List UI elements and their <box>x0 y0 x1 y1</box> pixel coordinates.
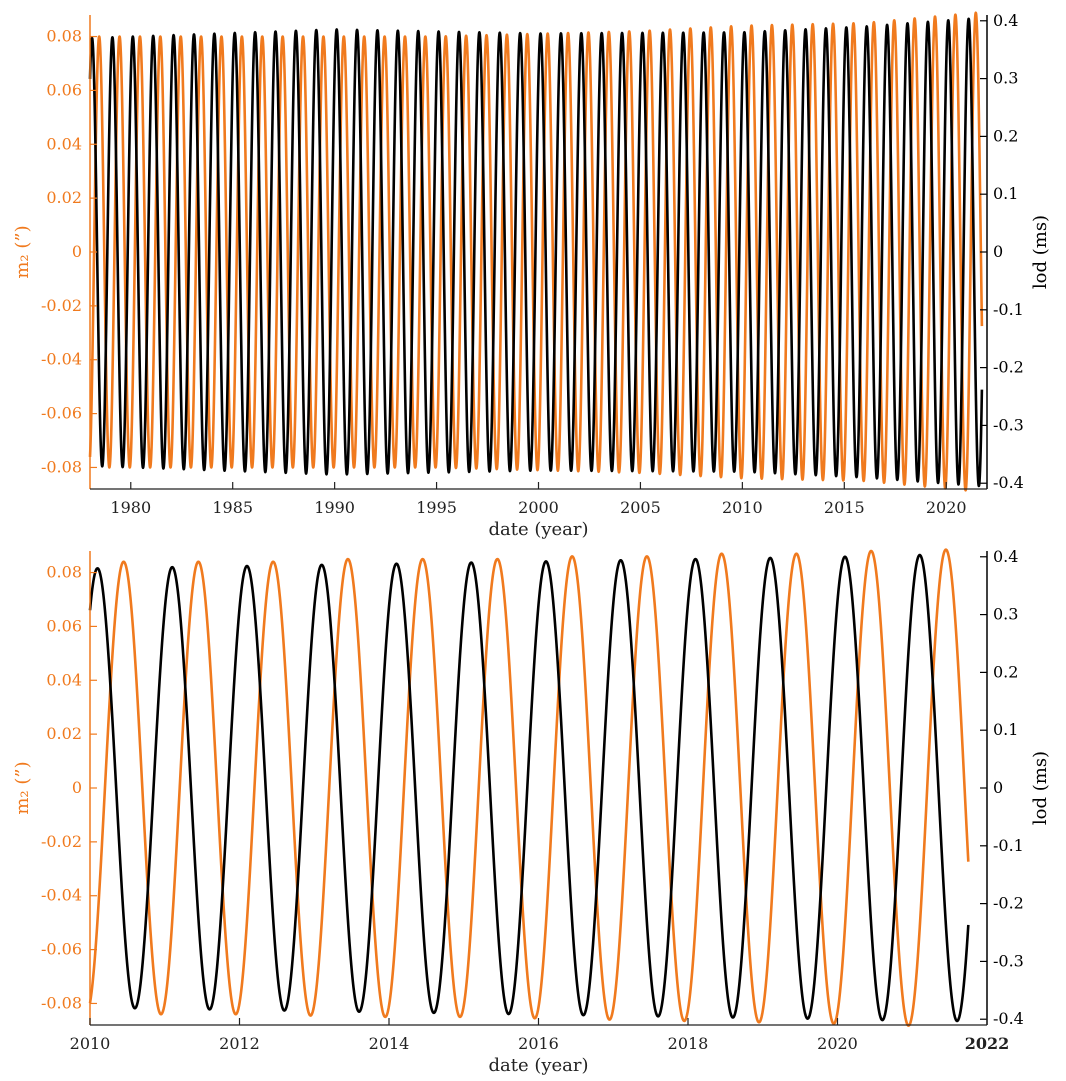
right-y-tick-label: 0.1 <box>993 720 1018 739</box>
bottom-series-m2-line <box>88 548 970 1027</box>
x-tick-label: 2014 <box>369 1034 410 1053</box>
x-tick-label: 2020 <box>817 1034 858 1053</box>
x-tick-label: 2018 <box>668 1034 709 1053</box>
bottom-panel: -0.08 -0.06 -0.04 -0.02 0 0.02 0.04 0.06 0.08 -0… <box>12 547 1051 1076</box>
left-y-tick-label: 0.06 <box>46 80 82 99</box>
x-tick-label: 2015 <box>824 498 865 517</box>
top-panel: -0.08 -0.06 -0.04 -0.02 0 0.02 0.04 0.06 0.08 -0… <box>12 11 1051 540</box>
right-y-tick-label: 0 <box>993 778 1003 797</box>
right-y-tick-label: -0.2 <box>993 358 1024 377</box>
top-series-lod-line <box>88 17 984 488</box>
right-y-tick-label: -0.3 <box>993 415 1024 434</box>
right-y-tick-label: -0.3 <box>993 951 1024 970</box>
x-tick-label: 2010 <box>722 498 763 517</box>
left-y-tick-label: 0.02 <box>46 724 82 743</box>
x-tick-label: 2022 <box>965 1034 1010 1053</box>
right-y-tick-label: 0 <box>993 242 1003 261</box>
right-y-tick-label: -0.2 <box>993 894 1024 913</box>
left-y-tick-label: -0.06 <box>41 940 82 959</box>
x-tick-label: 1995 <box>416 498 457 517</box>
bottom-right-y-axis-title: lod (ms) <box>1030 751 1051 825</box>
top-right-ticks: -0.4 -0.3 -0.2 -0.1 0 0.1 0.2 0.3 0.4 <box>980 11 1024 492</box>
x-tick-label: 2000 <box>518 498 559 517</box>
right-y-tick-label: 0.2 <box>993 662 1018 681</box>
left-y-tick-label: -0.08 <box>41 457 82 476</box>
right-y-tick-label: 0.2 <box>993 126 1018 145</box>
x-tick-label: 2012 <box>219 1034 260 1053</box>
top-series-layer <box>88 11 984 492</box>
left-y-tick-label: -0.04 <box>41 886 82 905</box>
left-y-tick-label: 0 <box>72 242 82 261</box>
top-x-axis-title: date (year) <box>488 519 588 540</box>
right-y-tick-label: 0.4 <box>993 11 1018 30</box>
top-x-ticks: 1980 1985 1990 1995 2000 2005 2010 2015 2020 <box>110 482 967 517</box>
left-y-tick-label: 0.02 <box>46 188 82 207</box>
right-y-tick-label: -0.1 <box>993 836 1024 855</box>
left-y-tick-label: -0.02 <box>41 296 82 315</box>
left-y-tick-label: 0.08 <box>46 563 82 582</box>
x-tick-label: 1980 <box>110 498 151 517</box>
bottom-left-y-axis-title: m₂ (”) <box>12 761 33 814</box>
left-y-tick-label: 0.04 <box>46 670 82 689</box>
right-y-tick-label: -0.1 <box>993 300 1024 319</box>
left-y-tick-label: -0.02 <box>41 832 82 851</box>
top-right-y-axis-title: lod (ms) <box>1030 215 1051 289</box>
top-left-ticks: -0.08 -0.06 -0.04 -0.02 0 0.02 0.04 0.06 0.08 <box>41 27 97 476</box>
right-y-tick-label: -0.4 <box>993 1009 1024 1028</box>
x-tick-label: 1985 <box>212 498 253 517</box>
bottom-x-ticks: 2010 2012 2014 2016 2018 2020 2022 <box>70 1018 1010 1053</box>
bottom-left-ticks: -0.08 -0.06 -0.04 -0.02 0 0.02 0.04 0.06 0.08 <box>41 563 97 1012</box>
left-y-tick-label: 0 <box>72 778 82 797</box>
left-y-tick-label: -0.06 <box>41 404 82 423</box>
right-y-tick-label: -0.4 <box>993 473 1024 492</box>
left-y-tick-label: 0.08 <box>46 27 82 46</box>
x-tick-label: 2010 <box>70 1034 111 1053</box>
bottom-series-lod-line <box>88 553 970 1023</box>
x-tick-label: 1990 <box>314 498 355 517</box>
left-y-tick-label: 0.04 <box>46 134 82 153</box>
bottom-series-layer <box>88 548 970 1027</box>
left-y-tick-label: -0.04 <box>41 350 82 369</box>
bottom-x-axis-title: date (year) <box>488 1055 588 1076</box>
top-left-y-axis-title: m₂ (”) <box>12 225 33 278</box>
left-y-tick-label: 0.06 <box>46 616 82 635</box>
x-tick-label: 2005 <box>620 498 661 517</box>
x-tick-label: 2020 <box>926 498 967 517</box>
bottom-right-ticks: -0.4 -0.3 -0.2 -0.1 0 0.1 0.2 0.3 0.4 <box>980 547 1024 1028</box>
right-y-tick-label: 0.4 <box>993 547 1018 566</box>
left-y-tick-label: -0.08 <box>41 993 82 1012</box>
right-y-tick-label: 0.3 <box>993 69 1018 88</box>
x-tick-label: 2016 <box>518 1034 559 1053</box>
right-y-tick-label: 0.3 <box>993 605 1018 624</box>
right-y-tick-label: 0.1 <box>993 184 1018 203</box>
